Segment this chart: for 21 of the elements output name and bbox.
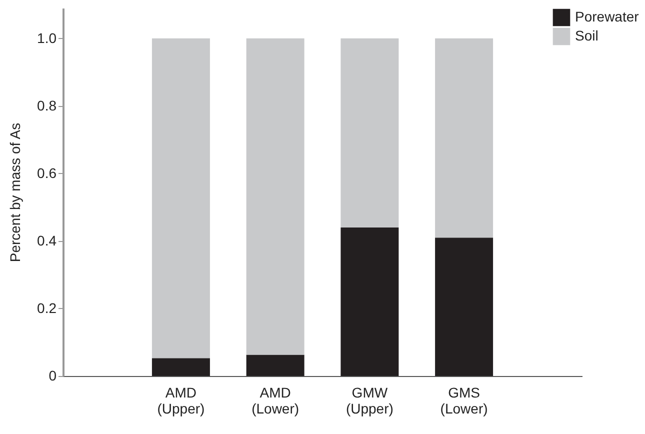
x-tick-label: AMD (Upper) (157, 384, 205, 416)
x-tick-label: GMS (Lower) (440, 384, 488, 416)
y-tick-label: 0.2 (37, 300, 57, 316)
y-tick-label: 0.4 (37, 232, 57, 248)
bar (340, 38, 399, 228)
y-tick-label: 0.6 (37, 164, 57, 181)
bar (152, 358, 210, 376)
bar (340, 227, 399, 376)
legend-label: Soil (575, 28, 598, 44)
bar (246, 354, 304, 376)
y-tick-label: 1.0 (37, 30, 57, 46)
bar (152, 38, 210, 358)
x-tick-label: AMD (Lower) (252, 384, 300, 416)
legend-label: Porewater (575, 8, 640, 24)
y-tick-label: 0.8 (37, 97, 57, 114)
y-tick-label: 0 (48, 368, 57, 384)
bar (435, 238, 494, 376)
x-tick-label: GMW (Upper) (346, 384, 394, 416)
y-axis-title: Percent by mass of As (7, 122, 24, 262)
bar (246, 38, 304, 355)
bar (435, 38, 494, 238)
